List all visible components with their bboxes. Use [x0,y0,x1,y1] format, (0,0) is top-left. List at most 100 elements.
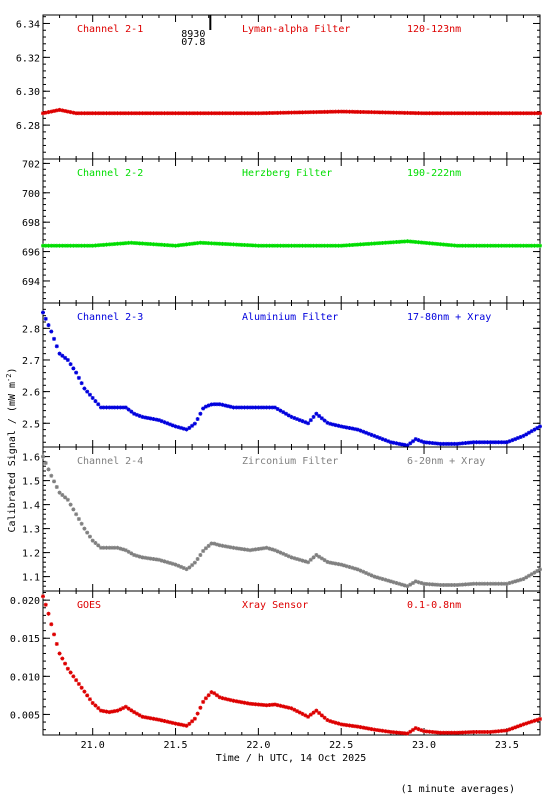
data-point [491,111,496,116]
data-point [372,241,377,246]
data-point [143,715,148,720]
data-point [347,426,352,431]
data-point [187,425,192,430]
data-point [391,730,396,735]
data-point [350,242,355,247]
data-point [93,541,98,545]
data-point [148,416,153,421]
data-point [319,243,324,248]
data-point [295,557,300,561]
data-point [82,386,87,391]
data-point [355,109,360,114]
data-point [504,243,509,248]
data-point [272,243,277,248]
data-point [261,243,266,248]
data-point [90,701,95,705]
data-point [510,726,515,731]
data-point [518,723,523,728]
data-point [507,727,512,732]
data-point [488,243,493,248]
data-point [190,241,195,246]
data-point [225,242,230,247]
data-point [195,557,200,561]
data-point [132,411,137,416]
data-point [129,409,134,414]
data-point [209,111,214,116]
panel-frame [42,302,541,448]
data-point [275,407,280,412]
data-point [286,705,291,710]
data-point [292,110,297,115]
data-point [52,109,57,113]
channel-label: Channel 2-2 [77,168,143,179]
data-point [388,440,393,445]
data-point [493,729,498,734]
data-point [471,243,476,248]
data-point [159,419,164,424]
data-point [43,461,48,465]
data-point [455,111,460,116]
data-point [140,111,145,116]
data-point [295,417,300,422]
data-point [336,243,341,248]
data-point [397,730,402,735]
data-point [466,111,471,116]
data-point [308,418,313,423]
data-point [256,405,261,410]
data-point [126,706,131,711]
data-point [65,109,70,114]
data-point [438,441,443,446]
data-point [300,419,305,424]
data-point [278,110,283,115]
data-point [526,720,531,725]
data-point [123,548,128,553]
data-point [377,728,382,733]
data-point [306,243,311,248]
data-point [322,109,327,114]
data-point [121,241,126,246]
data-point [341,563,346,568]
data-point [165,111,170,116]
data-point [441,242,446,247]
data-point [504,440,509,445]
data-point [295,110,300,115]
data-point [507,439,512,444]
data-point [162,111,167,116]
data-point [239,405,244,410]
data-point [57,351,62,356]
chart-panels: 6.28 6.30 6.32 6.34 Channel 2-1 Lyman-alpha F… [10,14,542,751]
data-point [176,425,181,430]
data-point [96,243,101,248]
data-point [372,110,377,115]
data-point [460,441,465,446]
data-point [471,111,476,116]
data-point [143,415,148,420]
data-point [482,581,487,586]
data-point [532,427,537,432]
data-point [209,402,214,407]
data-point [231,405,236,410]
data-point [353,427,358,432]
data-point [513,243,518,248]
data-point [311,414,316,419]
data-point [518,111,523,116]
data-point [375,434,380,439]
data-point [433,730,438,735]
data-point [474,111,479,116]
data-point [394,240,399,245]
data-point [468,111,473,116]
data-point [402,731,407,736]
data-point [101,111,106,116]
data-point [187,721,192,726]
channel-label: Channel 2-4 [77,456,143,467]
band-label: 0.1-0.8nm [407,600,461,611]
data-point [515,243,520,248]
data-point [151,111,156,116]
data-point [54,344,59,349]
data-point [140,555,145,560]
data-point [394,730,399,735]
data-point [267,546,272,551]
y-tick-label: 6.34 [16,19,40,30]
data-point [377,436,382,441]
